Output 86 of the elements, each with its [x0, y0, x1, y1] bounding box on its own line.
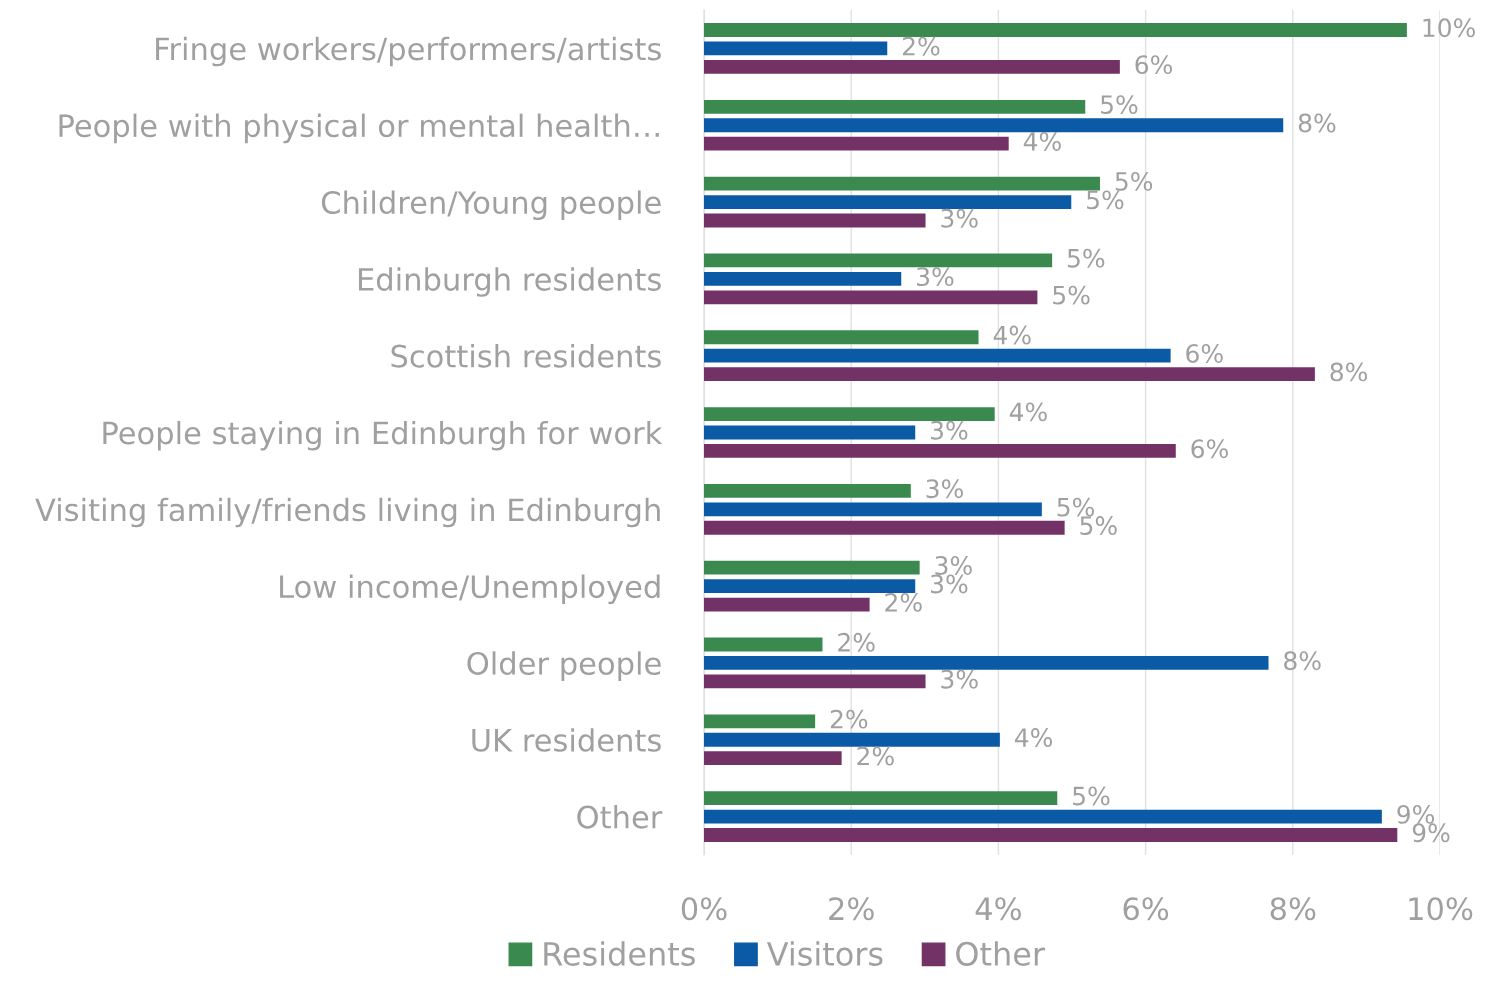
data-label: 6% [1186, 344, 1223, 363]
data-label: 4% [1014, 728, 1053, 748]
y-tick-label: Edinburgh residents [358, 267, 661, 297]
bar [704, 751, 842, 766]
data-label: 3% [935, 556, 972, 575]
data-label: 2% [830, 709, 868, 729]
x-tick-label: 2% [829, 897, 874, 921]
bar [704, 271, 902, 286]
bar [704, 118, 1284, 133]
x-tick-label: 6% [1123, 897, 1169, 921]
bar [704, 290, 1038, 305]
bar [704, 828, 1398, 842]
data-label: 2% [885, 592, 922, 612]
bar [704, 791, 1058, 806]
y-tick-label: Children/Young people [321, 190, 661, 221]
data-label: 3% [931, 420, 968, 440]
data-label: 5% [1115, 171, 1153, 191]
data-label: 3% [917, 267, 954, 287]
data-label: 5% [1067, 248, 1105, 268]
data-label: 2% [857, 746, 894, 766]
data-label: 5% [1101, 95, 1138, 115]
legend-label: Other [956, 941, 1046, 966]
bar [704, 597, 870, 612]
bar [704, 714, 816, 729]
bar [704, 41, 888, 56]
bar [704, 483, 911, 498]
bar [704, 407, 995, 421]
bar [704, 809, 1382, 824]
bar [704, 348, 1171, 363]
data-label: 2% [902, 36, 940, 56]
bar [704, 136, 1009, 151]
data-label: 5% [1087, 190, 1124, 210]
data-label: 4% [1009, 402, 1047, 422]
bar [704, 253, 1053, 268]
data-label: 8% [1284, 651, 1321, 671]
data-label: 10% [1423, 18, 1475, 38]
bar [704, 502, 1042, 517]
bar [704, 637, 823, 652]
legend-label: Visitors [766, 941, 883, 966]
bar [704, 213, 926, 228]
x-tick-label: 8% [1270, 897, 1316, 921]
data-label: 8% [1330, 362, 1368, 382]
x-tick-label: 10% [1409, 897, 1473, 921]
y-tick-label: People staying in Edinburgh for work [103, 420, 663, 451]
x-tick-label: 4% [975, 897, 1021, 921]
bar [704, 99, 1086, 114]
bar [704, 732, 1000, 747]
y-tick-label: Other [577, 804, 663, 829]
bar [704, 367, 1315, 382]
data-label: 9% [1397, 804, 1435, 824]
data-label: 2% [838, 632, 875, 652]
data-label: 3% [926, 479, 963, 499]
data-label: 5% [1053, 285, 1090, 305]
y-tick-label: UK residents [472, 728, 661, 752]
x-tick-label: 0% [681, 897, 727, 921]
data-label: 4% [1023, 132, 1061, 151]
bar [704, 520, 1065, 535]
y-tick-label: Low income/Unemployed [280, 574, 660, 605]
bar [704, 674, 926, 689]
bar [704, 560, 920, 575]
bar [704, 444, 1176, 458]
y-tick-label: Scottish residents [391, 344, 661, 368]
data-label: 8% [1298, 113, 1336, 133]
data-label: 6% [1135, 55, 1173, 75]
data-label: 9% [1412, 823, 1450, 843]
y-tick-label: Visiting family/friends living in Edinburgh [35, 497, 660, 528]
data-label: 5% [1057, 497, 1094, 517]
y-tick-label: People with physical or mental health… [59, 113, 659, 144]
legend-label: Residents [544, 941, 695, 966]
data-label: 3% [931, 574, 968, 594]
data-label: 5% [1080, 516, 1117, 536]
bar [704, 195, 1072, 209]
data-label: 5% [1073, 786, 1110, 806]
bar [704, 23, 1407, 37]
bar [704, 579, 916, 594]
bar [704, 59, 1120, 74]
data-label: 3% [941, 669, 978, 689]
data-label: 6% [1191, 439, 1228, 459]
y-tick-label: Older people [467, 651, 661, 681]
data-label: 4% [993, 325, 1031, 345]
data-label: 3% [941, 208, 978, 228]
bar [704, 176, 1100, 191]
y-tick-label: Fringe workers/performers/artists [156, 36, 661, 67]
bar [704, 330, 979, 345]
bar [704, 656, 1269, 670]
bar [704, 425, 916, 440]
